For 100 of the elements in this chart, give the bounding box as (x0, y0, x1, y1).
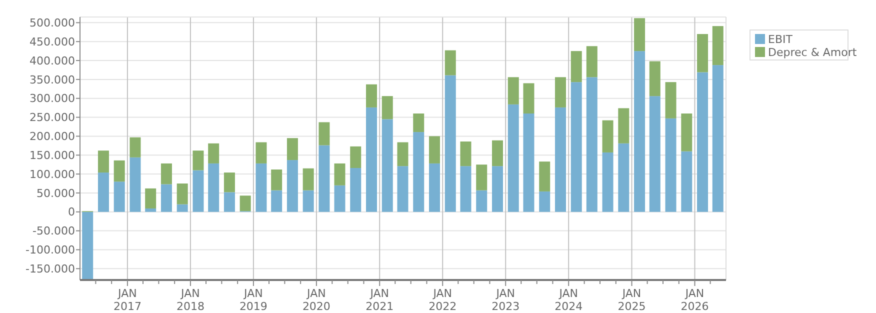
bar (634, 51, 646, 212)
y-tick-label: 50.000 (36, 186, 75, 200)
y-tick-label: 450.000 (30, 35, 75, 48)
x-tick-label: JAN 2019 (239, 287, 268, 313)
bar (366, 84, 378, 108)
bar (602, 152, 614, 212)
bar (382, 96, 393, 120)
bar (382, 119, 393, 212)
bar (192, 170, 204, 212)
bar (145, 188, 156, 208)
bar (602, 120, 614, 152)
bar (286, 160, 298, 212)
bar (665, 118, 676, 212)
bar (570, 51, 582, 82)
bar (114, 160, 125, 182)
bar (413, 113, 424, 132)
bar (334, 185, 346, 212)
bar (334, 163, 346, 186)
bar (586, 77, 598, 212)
y-tick-label: 500.000 (30, 16, 75, 30)
bar (476, 190, 488, 212)
y-tick-label: -150.000 (26, 262, 75, 276)
bar (82, 212, 94, 280)
bar (160, 184, 172, 212)
bar (192, 150, 204, 170)
bar (712, 65, 724, 212)
bar (302, 190, 314, 212)
x-tick-label: JAN 2021 (366, 287, 394, 313)
bar (176, 184, 188, 204)
y-tick-label: 400.000 (30, 54, 75, 68)
x-tick-label: JAN 2017 (113, 287, 142, 313)
bar (318, 145, 330, 212)
bar (508, 104, 519, 212)
bar (114, 182, 125, 212)
bar (649, 61, 660, 96)
bar (271, 190, 282, 212)
bar (539, 162, 550, 192)
y-tick-label: 300.000 (30, 92, 75, 106)
bar (350, 146, 362, 168)
bar (240, 196, 251, 212)
bar (712, 26, 724, 66)
bar (224, 172, 235, 192)
y-tick-label: 350.000 (30, 73, 75, 86)
x-tick-label: JAN 2023 (492, 287, 520, 313)
y-tick-label: -50.000 (32, 224, 75, 238)
bar (492, 166, 503, 212)
bar (460, 166, 472, 212)
bar (444, 50, 456, 76)
bar (256, 142, 267, 164)
bar (413, 132, 424, 212)
bar (539, 191, 550, 212)
bar (350, 168, 362, 212)
bar (681, 151, 692, 212)
bar (176, 204, 188, 212)
bar (697, 34, 708, 72)
x-tick-label: JAN 2018 (176, 287, 204, 313)
bar (397, 142, 408, 166)
bar (160, 163, 172, 184)
bar (130, 137, 141, 158)
bar (98, 150, 109, 173)
bar (634, 18, 646, 52)
bar (554, 77, 566, 108)
bar (428, 163, 440, 212)
x-tick-label: JAN 2020 (302, 287, 330, 313)
bar (508, 77, 519, 104)
bar (665, 82, 676, 118)
bar (302, 168, 314, 190)
y-tick-label: 250.000 (30, 111, 75, 124)
y-tick-label: 100.000 (30, 168, 75, 181)
bar (444, 75, 456, 212)
legend-label: EBIT (768, 32, 793, 46)
bar (145, 208, 156, 212)
bar (256, 163, 267, 212)
y-tick-label: 150.000 (30, 148, 75, 162)
bar (224, 192, 235, 212)
y-tick-label: -100.000 (26, 244, 75, 257)
x-tick-label: JAN 2025 (618, 287, 646, 313)
bar (586, 46, 598, 78)
bar (318, 122, 330, 146)
bar (492, 140, 503, 166)
bar (697, 72, 708, 212)
bar (130, 157, 141, 212)
bar (476, 164, 488, 190)
bar (460, 142, 472, 166)
y-tick-label: 200.000 (30, 130, 75, 144)
bar (286, 138, 298, 160)
bar (208, 143, 220, 164)
bar (208, 163, 220, 212)
bar (366, 107, 378, 212)
bar (618, 108, 630, 144)
bar (618, 143, 630, 212)
x-tick-label: JAN 2024 (554, 287, 583, 313)
legend-label: Deprec & Amort (768, 46, 858, 59)
bar (570, 82, 582, 212)
bar (649, 96, 660, 212)
y-tick-label: 0 (68, 206, 75, 219)
x-tick-label: JAN 2026 (680, 287, 709, 313)
bar (428, 136, 440, 164)
x-tick-label: JAN 2022 (428, 287, 457, 313)
bar (98, 172, 109, 212)
